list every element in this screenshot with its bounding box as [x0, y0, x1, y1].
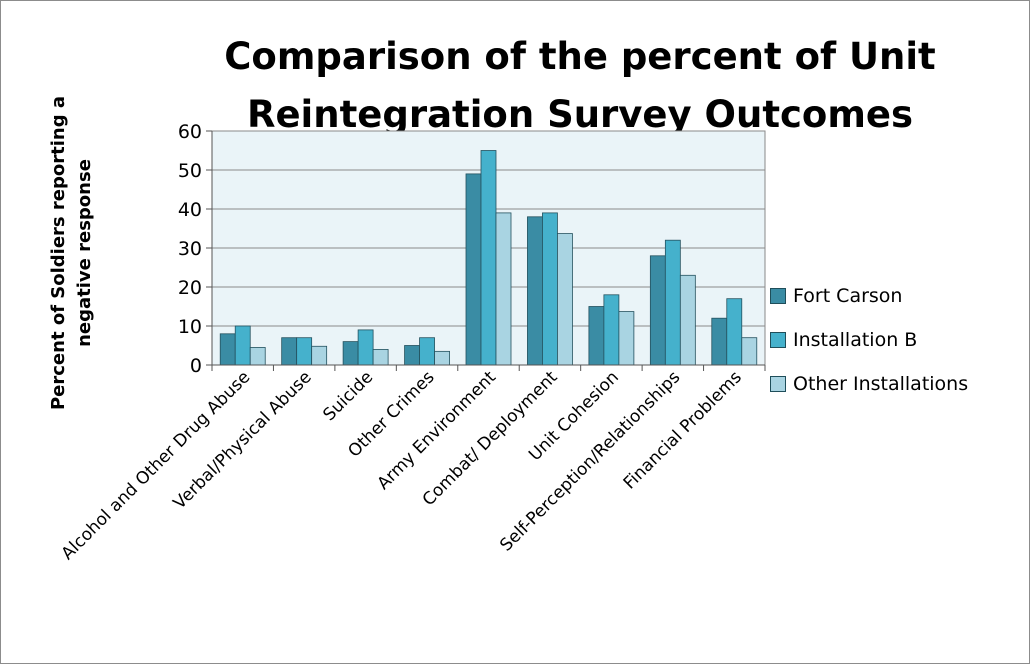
legend-item-installation-b: Installation B: [770, 318, 968, 362]
bars: [219, 150, 758, 366]
y-tick-label: 0: [190, 355, 202, 377]
x-tick-label: Financial Problems: [620, 367, 746, 493]
bar: [557, 233, 573, 366]
bar: [296, 337, 313, 366]
axes: [206, 130, 766, 371]
bar: [618, 311, 635, 366]
y-tick-label: 60: [178, 121, 202, 143]
bar: [234, 325, 251, 366]
x-tick-label: Suicide: [319, 367, 377, 425]
bar: [726, 298, 743, 366]
chart-title: Comparison of the percent of Unit Reinte…: [150, 28, 1010, 144]
bar: [281, 337, 298, 366]
bar: [434, 350, 450, 366]
legend-label: Other Installations: [793, 373, 969, 395]
legend-item-fort-carson: Fort Carson: [770, 274, 968, 318]
legend: Fort Carson Installation B Other Install…: [770, 274, 968, 406]
legend-swatch: [770, 332, 786, 348]
bar: [404, 345, 420, 366]
x-tick-labels: Alcohol and Other Drug AbuseVerbal/Physi…: [58, 367, 746, 564]
bar: [679, 274, 696, 366]
bar: [542, 212, 558, 366]
bar: [495, 212, 512, 366]
bar: [649, 255, 666, 366]
bar: [249, 347, 266, 366]
bar: [741, 337, 758, 366]
y-tick-label: 40: [178, 199, 202, 221]
bar: [311, 345, 328, 366]
bar: [465, 173, 482, 366]
legend-label: Installation B: [793, 329, 918, 351]
bar: [419, 337, 435, 366]
bar: [588, 306, 605, 366]
legend-swatch: [770, 376, 786, 392]
bar: [357, 329, 374, 366]
legend-swatch: [770, 288, 786, 304]
bar: [664, 239, 681, 366]
bar: [527, 216, 543, 366]
legend-label: Fort Carson: [793, 285, 903, 307]
chart-title-line-2: Reintegration Survey Outcomes: [246, 93, 914, 136]
x-tick-label: Army Environment: [374, 367, 501, 494]
y-tick-label: 20: [178, 277, 202, 299]
y-tick-labels: 0 10 20 30 40 50 60: [178, 121, 202, 377]
bar: [342, 341, 359, 366]
y-tick-label: 50: [178, 160, 202, 182]
bar: [372, 348, 389, 366]
bar: [711, 317, 728, 366]
legend-item-other-installations: Other Installations: [770, 362, 968, 406]
y-tick-label: 30: [178, 238, 202, 260]
chart-title-line-1: Comparison of the percent of Unit: [224, 35, 936, 78]
y-tick-label: 10: [178, 316, 202, 338]
bar: [219, 333, 236, 366]
bar: [480, 150, 497, 366]
bar: [603, 294, 620, 366]
